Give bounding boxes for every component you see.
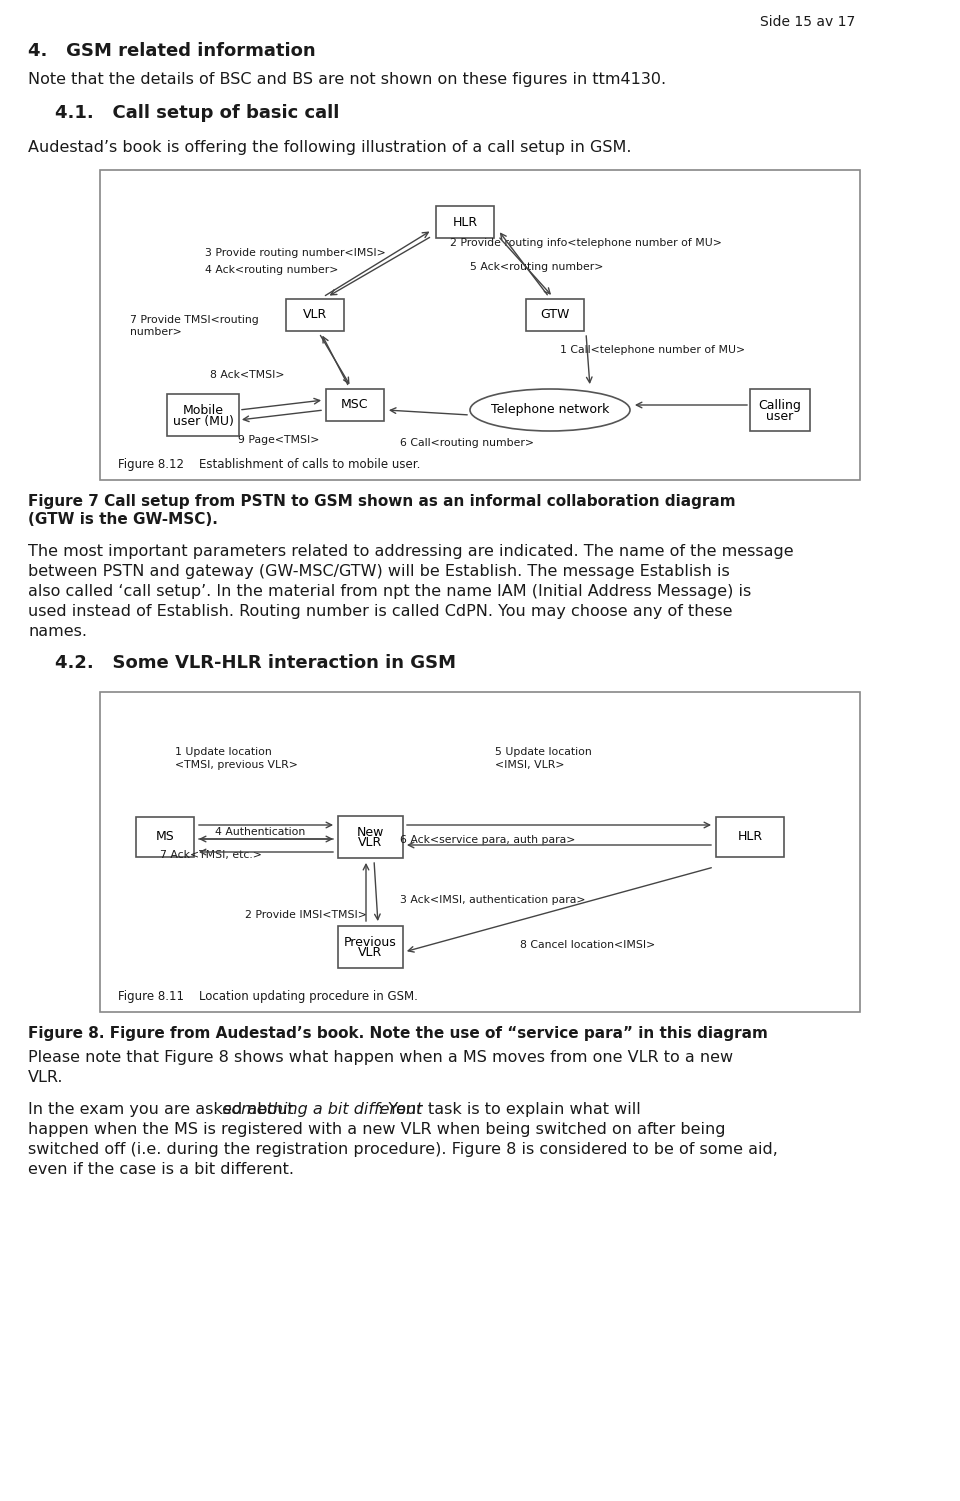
Text: Mobile: Mobile xyxy=(182,404,224,416)
Bar xyxy=(750,389,810,431)
Text: 4 Authentication: 4 Authentication xyxy=(215,827,305,838)
Text: 2 Provide IMSI<TMSI>: 2 Provide IMSI<TMSI> xyxy=(245,910,367,920)
Text: HLR: HLR xyxy=(452,216,477,228)
Bar xyxy=(286,299,344,332)
Text: user: user xyxy=(766,410,794,422)
Text: HLR: HLR xyxy=(737,830,762,844)
Text: 2 Provide routing info<telephone number of MU>: 2 Provide routing info<telephone number … xyxy=(450,239,722,248)
Bar xyxy=(338,926,402,968)
Text: 4 Ack<routing number>: 4 Ack<routing number> xyxy=(205,266,338,275)
Text: Figure 8. Figure from Audestad’s book. Note the use of “service para” in this di: Figure 8. Figure from Audestad’s book. N… xyxy=(28,1027,768,1042)
Text: also called ‘call setup’. In the material from npt the name IAM (Initial Address: also called ‘call setup’. In the materia… xyxy=(28,584,752,599)
Text: Note that the details of BSC and BS are not shown on these figures in ttm4130.: Note that the details of BSC and BS are … xyxy=(28,72,666,87)
Bar xyxy=(526,299,584,332)
Text: 5 Update location: 5 Update location xyxy=(495,747,591,757)
Text: VLR: VLR xyxy=(302,309,327,321)
Text: 7 Ack<TMSI, etc.>: 7 Ack<TMSI, etc.> xyxy=(160,850,262,860)
Text: 8 Ack<TMSI>: 8 Ack<TMSI> xyxy=(210,371,284,380)
Text: VLR.: VLR. xyxy=(28,1070,63,1085)
Text: Previous: Previous xyxy=(344,935,396,949)
Text: Please note that Figure 8 shows what happen when a MS moves from one VLR to a ne: Please note that Figure 8 shows what hap… xyxy=(28,1051,733,1066)
Text: VLR: VLR xyxy=(358,947,382,959)
Text: 8 Cancel location<IMSI>: 8 Cancel location<IMSI> xyxy=(520,940,656,950)
Text: 3 Provide routing number<IMSI>: 3 Provide routing number<IMSI> xyxy=(205,248,386,258)
Text: Calling: Calling xyxy=(758,398,802,411)
Text: Side 15 av 17: Side 15 av 17 xyxy=(760,15,855,29)
Text: Figure 8.11    Location updating procedure in GSM.: Figure 8.11 Location updating procedure … xyxy=(118,991,418,1003)
Text: names.: names. xyxy=(28,624,87,639)
Text: something a bit different: something a bit different xyxy=(223,1102,422,1117)
Text: even if the case is a bit different.: even if the case is a bit different. xyxy=(28,1162,294,1177)
Text: 1 Update location: 1 Update location xyxy=(175,747,272,757)
Text: New: New xyxy=(356,826,384,839)
Text: VLR: VLR xyxy=(358,836,382,850)
Text: GTW: GTW xyxy=(540,309,569,321)
Text: 1 Call<telephone number of MU>: 1 Call<telephone number of MU> xyxy=(560,345,745,356)
Text: happen when the MS is registered with a new VLR when being switched on after bei: happen when the MS is registered with a … xyxy=(28,1123,726,1136)
Text: used instead of Establish. Routing number is called CdPN. You may choose any of : used instead of Establish. Routing numbe… xyxy=(28,603,732,618)
Text: 9 Page<TMSI>: 9 Page<TMSI> xyxy=(238,435,320,444)
Text: <TMSI, previous VLR>: <TMSI, previous VLR> xyxy=(175,760,298,770)
Text: In the exam you are asked about: In the exam you are asked about xyxy=(28,1102,299,1117)
Text: Audestad’s book is offering the following illustration of a call setup in GSM.: Audestad’s book is offering the followin… xyxy=(28,140,632,155)
Ellipse shape xyxy=(470,389,630,431)
Text: 7 Provide TMSI<routing
number>: 7 Provide TMSI<routing number> xyxy=(130,315,259,336)
Text: (GTW is the GW-MSC).: (GTW is the GW-MSC). xyxy=(28,512,218,527)
Bar xyxy=(136,817,194,857)
Text: between PSTN and gateway (GW-MSC/GTW) will be Establish. The message Establish i: between PSTN and gateway (GW-MSC/GTW) wi… xyxy=(28,564,730,579)
Bar xyxy=(100,170,860,480)
Text: 3 Ack<IMSI, authentication para>: 3 Ack<IMSI, authentication para> xyxy=(400,895,586,905)
Bar xyxy=(716,817,784,857)
Text: 4.1.   Call setup of basic call: 4.1. Call setup of basic call xyxy=(55,104,340,122)
Bar xyxy=(436,206,494,239)
Text: user (MU): user (MU) xyxy=(173,414,233,428)
Text: 6 Call<routing number>: 6 Call<routing number> xyxy=(400,438,534,447)
Bar xyxy=(100,692,860,1012)
Bar xyxy=(167,393,239,435)
Text: 5 Ack<routing number>: 5 Ack<routing number> xyxy=(470,263,604,272)
Text: : Your task is to explain what will: : Your task is to explain what will xyxy=(378,1102,641,1117)
Text: MSC: MSC xyxy=(341,398,369,411)
Text: 4.   GSM related information: 4. GSM related information xyxy=(28,42,316,60)
Text: MS: MS xyxy=(156,830,175,844)
Text: 4.2.   Some VLR-HLR interaction in GSM: 4.2. Some VLR-HLR interaction in GSM xyxy=(55,654,456,672)
Bar xyxy=(338,817,402,859)
Text: switched off (i.e. during the registration procedure). Figure 8 is considered to: switched off (i.e. during the registrati… xyxy=(28,1142,778,1157)
Text: Figure 8.12    Establishment of calls to mobile user.: Figure 8.12 Establishment of calls to mo… xyxy=(118,458,420,471)
Text: Figure 7 Call setup from PSTN to GSM shown as an informal collaboration diagram: Figure 7 Call setup from PSTN to GSM sho… xyxy=(28,494,735,509)
Text: Telephone network: Telephone network xyxy=(491,404,610,416)
Text: 6 Ack<service para, auth para>: 6 Ack<service para, auth para> xyxy=(400,835,575,845)
Bar xyxy=(326,389,384,420)
Text: The most important parameters related to addressing are indicated. The name of t: The most important parameters related to… xyxy=(28,543,794,558)
Text: <IMSI, VLR>: <IMSI, VLR> xyxy=(495,760,564,770)
